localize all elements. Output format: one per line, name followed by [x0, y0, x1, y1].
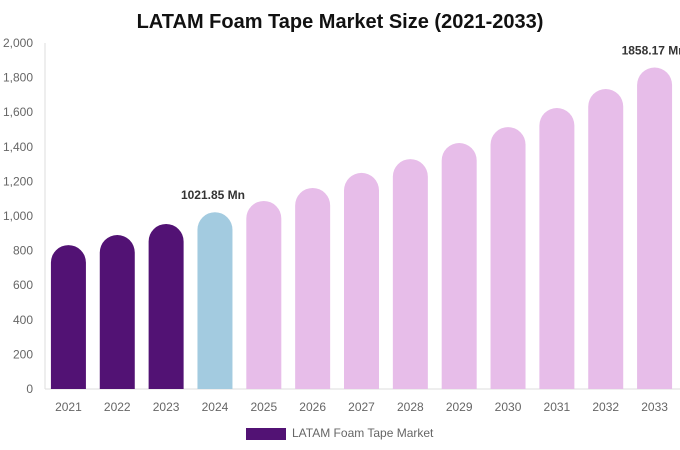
y-tick-label: 1,200 — [3, 174, 33, 188]
bar-2021[interactable] — [50, 245, 86, 389]
x-tick-label: 2030 — [495, 400, 522, 414]
x-tick-label: 2024 — [202, 400, 229, 414]
legend[interactable]: LATAM Foam Tape Market — [246, 426, 434, 440]
bar-2023[interactable] — [148, 223, 184, 389]
bar-2022[interactable] — [99, 235, 135, 389]
bars — [50, 67, 673, 390]
bar-2024[interactable] — [197, 212, 233, 389]
y-tick-label: 2,000 — [3, 36, 33, 50]
bar-2030[interactable] — [490, 127, 526, 390]
y-tick-label: 1,400 — [3, 140, 33, 154]
x-tick-label: 2023 — [153, 400, 180, 414]
y-tick-label: 400 — [13, 313, 33, 327]
bar-2031[interactable] — [539, 108, 575, 389]
x-tick-label: 2021 — [55, 400, 82, 414]
x-tick-label: 2033 — [641, 400, 668, 414]
x-tick-label: 2027 — [348, 400, 375, 414]
bar-2026[interactable] — [295, 187, 331, 389]
y-axis: 0 200 400 600 800 1,000 1,200 1,400 1,600 1,800 2,… — [3, 36, 46, 396]
y-tick-label: 0 — [26, 382, 33, 396]
bar-2029[interactable] — [441, 142, 477, 389]
bar-2032[interactable] — [588, 89, 624, 389]
x-tick-label: 2025 — [250, 400, 277, 414]
x-tick-label: 2031 — [544, 400, 571, 414]
y-tick-label: 1,000 — [3, 209, 33, 223]
x-tick-label: 2032 — [592, 400, 619, 414]
y-tick-label: 600 — [13, 278, 33, 292]
x-tick-label: 2029 — [446, 400, 473, 414]
x-axis: 2021 2022 2023 2024 2025 2026 2027 2028 2029 2030… — [45, 388, 680, 414]
bar-2025[interactable] — [246, 200, 282, 389]
data-labels: 1021.85 Mn 1858.17 Mn — [181, 44, 680, 203]
data-label: 1858.17 Mn — [622, 44, 680, 58]
x-tick-label: 2022 — [104, 400, 131, 414]
chart-title: LATAM Foam Tape Market Size (2021-2033) — [137, 11, 544, 33]
x-tick-label: 2026 — [299, 400, 326, 414]
y-tick-label: 800 — [13, 244, 33, 258]
bar-2028[interactable] — [392, 159, 428, 389]
y-tick-label: 1,600 — [3, 105, 33, 119]
data-label: 1021.85 Mn — [181, 188, 245, 202]
legend-swatch — [246, 428, 286, 440]
legend-label[interactable]: LATAM Foam Tape Market — [292, 426, 434, 440]
y-tick-label: 1,800 — [3, 71, 33, 85]
bar-2033[interactable] — [637, 67, 673, 389]
y-tick-label: 200 — [13, 347, 33, 361]
x-tick-label: 2028 — [397, 400, 424, 414]
bar-2027[interactable] — [344, 172, 379, 389]
